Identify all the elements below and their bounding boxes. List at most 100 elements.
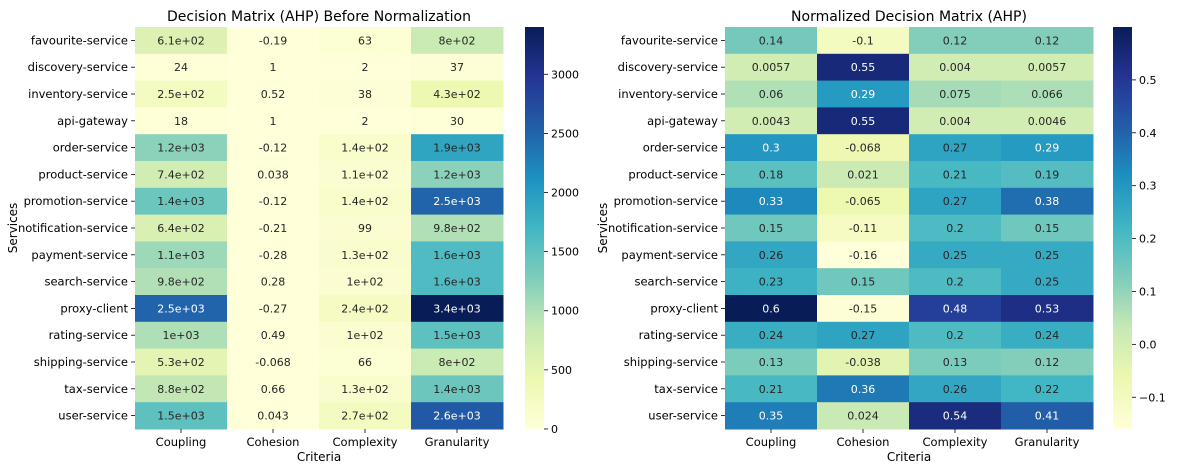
cell-label: 0.038 <box>257 168 289 181</box>
heatmap-cell <box>227 268 320 296</box>
cell-label: 1.4e+02 <box>341 195 388 208</box>
y-tick-label: tax-service <box>64 382 128 396</box>
y-tick-label: product-service <box>38 167 128 181</box>
cell-label: -0.068 <box>255 356 290 369</box>
heatmap-cell <box>817 402 910 430</box>
colorbar-tick-label: 0.3 <box>1139 180 1157 193</box>
heatmap-cell <box>135 268 228 296</box>
heatmap-cell <box>411 27 504 55</box>
cell-label: 1 <box>270 61 277 74</box>
heatmap-cell <box>319 295 412 323</box>
colorbar-tick-label: 0.0 <box>1139 338 1157 351</box>
cell-label: 1.4e+02 <box>341 142 388 155</box>
heatmap-cell <box>135 187 228 216</box>
heatmap-cell <box>227 107 320 135</box>
cell-label: 2.7e+02 <box>341 410 388 423</box>
heatmap-cell <box>1001 241 1094 269</box>
cell-label: 0.12 <box>1035 34 1060 47</box>
heatmap-cell <box>411 187 504 216</box>
cell-label: 1.1e+02 <box>341 168 388 181</box>
heatmap-cell <box>817 53 910 82</box>
cell-label: 0.0057 <box>752 61 791 74</box>
cell-label: -0.28 <box>259 249 287 262</box>
heatmap-cell <box>227 295 320 323</box>
cell-label: 1.2e+03 <box>433 168 480 181</box>
colorbar-tick-label: 500 <box>551 364 572 377</box>
cell-label: 0.29 <box>851 88 876 101</box>
y-tick-label: favourite-service <box>621 33 718 47</box>
heatmap-cell <box>817 107 910 135</box>
cell-label: 0.23 <box>759 276 784 289</box>
cell-label: 6.1e+02 <box>157 34 204 47</box>
cell-label: 0.21 <box>759 383 784 396</box>
heatmap-cell <box>135 241 228 269</box>
cell-label: 0.52 <box>261 88 286 101</box>
heatmap-normalized: Normalized Decision Matrix (AHP) 0.14 -0.1… <box>596 9 1166 464</box>
heatmap-cell <box>817 375 910 403</box>
cell-label: 99 <box>358 222 372 235</box>
cell-label: 0.27 <box>943 195 968 208</box>
cell-label: -0.16 <box>849 249 877 262</box>
cell-label: 0.066 <box>1031 88 1063 101</box>
heatmap-cell <box>909 402 1002 430</box>
cell-label: 2 <box>362 61 369 74</box>
heatmap-cell <box>817 161 910 189</box>
cell-label: 1.6e+03 <box>433 249 480 262</box>
cell-label: 0.15 <box>1035 222 1060 235</box>
colorbar-tick-label: 0.2 <box>1139 233 1157 246</box>
heatmap-cell <box>909 348 1002 376</box>
heatmap-cell <box>135 214 228 242</box>
cell-label: 0.49 <box>261 329 286 342</box>
x-tick-label: Granularity <box>1015 435 1080 449</box>
y-tick-label: shipping-service <box>34 355 128 369</box>
heatmap-cell <box>411 321 504 350</box>
cell-label: 24 <box>174 61 188 74</box>
heatmap-cell <box>817 80 910 108</box>
cell-label: 2 <box>362 115 369 128</box>
colorbar-tick-label: 0 <box>551 423 558 436</box>
heatmap-cell <box>725 53 818 82</box>
heatmap-cell <box>725 321 818 350</box>
cell-label: 18 <box>174 115 188 128</box>
heatmap-cell <box>319 27 412 55</box>
heatmap-cell <box>1001 321 1094 350</box>
cell-label: 0.024 <box>847 410 879 423</box>
colorbar-tick-label: 2000 <box>551 187 579 200</box>
cell-label: 0.25 <box>943 249 968 262</box>
cell-label: 1.6e+03 <box>433 276 480 289</box>
heatmap-cell <box>135 161 228 189</box>
cell-label: 0.6 <box>762 302 780 315</box>
heatmap-before-normalization: Decision Matrix (AHP) Before Normalizati… <box>6 9 579 464</box>
y-tick-label: proxy-client <box>650 301 718 315</box>
cell-label: -0.11 <box>849 222 877 235</box>
heatmap-cell <box>725 134 818 162</box>
cell-label: 0.27 <box>851 329 876 342</box>
heatmap-cell <box>817 187 910 216</box>
heatmap-cell <box>1001 187 1094 216</box>
y-tick-label: user-service <box>58 409 128 423</box>
heatmap-cell <box>909 321 1002 350</box>
heatmap-cell <box>909 107 1002 135</box>
y-tick-label: discovery-service <box>618 60 718 74</box>
heatmap-cell <box>227 27 320 55</box>
heatmap-cell <box>135 53 228 82</box>
cell-label: 0.29 <box>1035 142 1060 155</box>
heatmap-cell <box>909 295 1002 323</box>
cell-label: 0.2 <box>946 222 964 235</box>
heatmap-cell <box>319 402 412 430</box>
cell-label: 0.075 <box>939 88 971 101</box>
heatmap-cell <box>725 402 818 430</box>
colorbar-tick-label: 1000 <box>551 305 579 318</box>
cell-label: 0.19 <box>1035 168 1060 181</box>
heatmap-cell <box>227 214 320 242</box>
cell-label: 0.26 <box>759 249 784 262</box>
cell-label: -0.19 <box>259 34 287 47</box>
cell-label: 2.6e+03 <box>433 410 480 423</box>
cell-label: 8e+02 <box>439 356 476 369</box>
heatmap-cell <box>817 348 910 376</box>
x-tick-label: Coupling <box>156 435 207 449</box>
heatmap-cell <box>1001 268 1094 296</box>
y-tick-label: search-service <box>44 275 128 289</box>
heatmap-cell <box>817 268 910 296</box>
y-tick-label: order-service <box>53 141 128 155</box>
